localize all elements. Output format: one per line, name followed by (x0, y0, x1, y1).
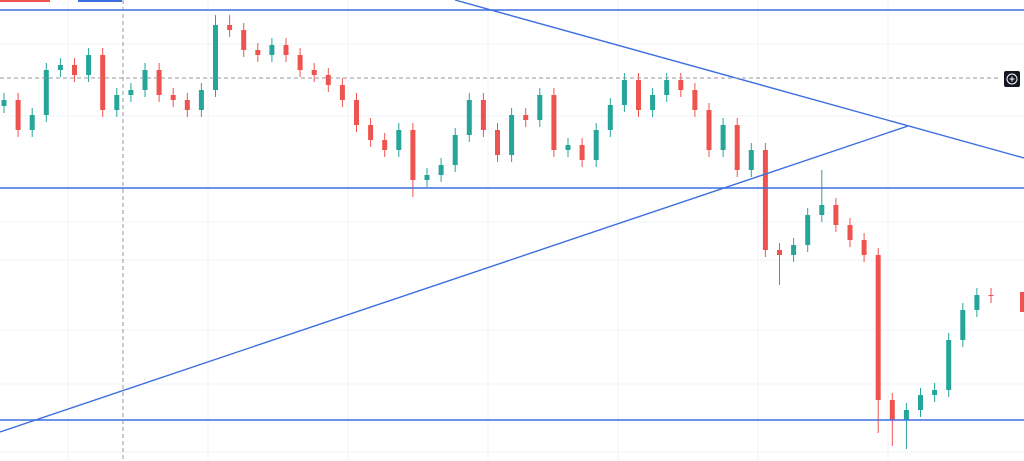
candle-body (339, 85, 345, 100)
candle-body (960, 310, 966, 340)
candle-body (170, 95, 176, 100)
candle-body (819, 205, 825, 215)
candle-body (847, 225, 853, 240)
candle-body (114, 95, 120, 110)
candle-body (15, 100, 21, 130)
candle-body (607, 105, 613, 130)
candle-body (283, 45, 289, 55)
candle-body (241, 30, 247, 50)
candle-body (889, 400, 895, 420)
candle-body (777, 250, 782, 255)
candle-body (678, 80, 684, 90)
candle-body (734, 125, 740, 170)
candle-body (579, 145, 585, 160)
candle-body (664, 80, 670, 95)
candle-body (325, 75, 331, 85)
candle-body (988, 295, 994, 296)
candle-body (156, 70, 162, 95)
candle-body (523, 115, 529, 120)
candle-body (932, 390, 938, 395)
candle-body (551, 95, 557, 150)
candle-body (1, 100, 7, 106)
candle-body (57, 65, 63, 70)
candle-body (142, 70, 148, 90)
candle-body (918, 395, 923, 410)
candle-body (593, 130, 599, 160)
candle-body (198, 90, 204, 110)
candle-body (213, 25, 218, 90)
candle-body (297, 55, 303, 70)
candle-body (946, 340, 952, 390)
candle-body (565, 145, 571, 150)
candle-body (452, 135, 458, 165)
candle-body (354, 100, 359, 125)
toolbar-edge (78, 0, 122, 2)
candle-body (396, 130, 402, 150)
toolbar-edge (0, 0, 50, 2)
candle-body (974, 295, 980, 310)
candle-body (100, 55, 106, 110)
plus-button[interactable] (1004, 71, 1020, 87)
candle-body (311, 70, 317, 75)
candle-body (255, 50, 261, 55)
candles (1, 15, 994, 449)
candle-body (805, 215, 811, 245)
candle-body (875, 255, 881, 400)
candle-body (72, 65, 77, 75)
candle-body (650, 95, 656, 110)
candle-body (368, 125, 374, 140)
candle-body (791, 245, 797, 255)
candle-body (410, 130, 416, 180)
candle-body (382, 140, 388, 150)
candle-body (438, 165, 444, 175)
candle-body (706, 110, 712, 150)
candle-body (128, 90, 134, 95)
candle-body (621, 80, 627, 105)
candle-body (720, 125, 726, 150)
drawings (0, 0, 1024, 433)
candle-body (762, 150, 768, 250)
candle-body (184, 100, 190, 110)
candle-body (424, 175, 430, 180)
crosshair (0, 0, 1000, 461)
candle-body (692, 90, 698, 110)
candle-body (227, 25, 233, 30)
price-marker (1020, 292, 1024, 312)
candle-body (903, 410, 909, 420)
candle-body (495, 130, 500, 155)
candle-body (636, 80, 641, 110)
candle-body (466, 100, 472, 135)
candle-body (480, 100, 486, 130)
candle-body (86, 55, 92, 75)
candle-body (43, 70, 49, 115)
candle-body (861, 240, 867, 255)
candle-body (509, 115, 515, 155)
candle-body (269, 45, 275, 55)
candle-body (748, 150, 754, 170)
candle-body (833, 205, 839, 225)
candle-body (537, 95, 543, 120)
candle-body (29, 115, 35, 130)
